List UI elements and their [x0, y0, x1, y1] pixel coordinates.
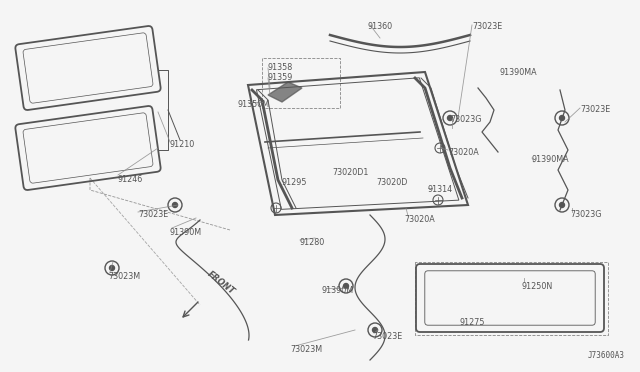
- Circle shape: [559, 202, 564, 208]
- Circle shape: [109, 266, 115, 270]
- Text: 91246: 91246: [118, 175, 143, 184]
- Text: 73023E: 73023E: [372, 332, 403, 341]
- Circle shape: [173, 202, 177, 208]
- Text: 91350M: 91350M: [238, 100, 270, 109]
- Text: 73020D: 73020D: [376, 178, 408, 187]
- Text: 73023M: 73023M: [108, 272, 140, 281]
- Text: FRONT: FRONT: [206, 269, 237, 296]
- Text: 73023E: 73023E: [472, 22, 502, 31]
- Text: 91210: 91210: [170, 140, 195, 149]
- Text: 73020D1: 73020D1: [332, 168, 369, 177]
- Text: 73023G: 73023G: [450, 115, 481, 124]
- Text: 91390M: 91390M: [322, 286, 354, 295]
- Circle shape: [559, 115, 564, 121]
- Text: 91275: 91275: [460, 318, 486, 327]
- Text: 91390M: 91390M: [170, 228, 202, 237]
- Text: 73023G: 73023G: [570, 210, 602, 219]
- Circle shape: [344, 283, 349, 289]
- Text: J73600A3: J73600A3: [588, 351, 625, 360]
- Text: 91390MA: 91390MA: [500, 68, 538, 77]
- Text: 91358: 91358: [268, 63, 293, 72]
- Text: 91314: 91314: [428, 185, 453, 194]
- Circle shape: [447, 115, 452, 121]
- Text: 91280: 91280: [300, 238, 325, 247]
- Text: 91295: 91295: [282, 178, 307, 187]
- Text: 91360: 91360: [368, 22, 393, 31]
- Text: 73020A: 73020A: [448, 148, 479, 157]
- Polygon shape: [268, 82, 302, 102]
- Text: 73023E: 73023E: [580, 105, 611, 114]
- Text: 73023M: 73023M: [290, 345, 322, 354]
- Text: 73020A: 73020A: [404, 215, 435, 224]
- Text: 91250N: 91250N: [522, 282, 553, 291]
- Text: 91390MA: 91390MA: [532, 155, 570, 164]
- Text: 73023E: 73023E: [138, 210, 168, 219]
- Text: 91359: 91359: [268, 73, 293, 82]
- Circle shape: [372, 327, 378, 333]
